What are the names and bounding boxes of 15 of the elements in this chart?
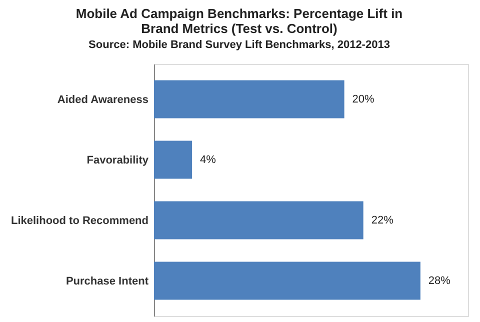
text: Brand Metrics (Test vs. Control)	[141, 21, 338, 36]
data-label: 20%	[352, 93, 375, 106]
y-tick-label: Purchase Intent	[66, 275, 149, 288]
bar	[154, 80, 344, 118]
data-label: 28%	[428, 274, 451, 287]
y-tick-label: Favorability	[86, 154, 150, 166]
bar	[154, 262, 420, 300]
y-tick-label: Likelihood to Recommend	[10, 214, 148, 227]
bar	[154, 201, 364, 240]
bar	[154, 140, 192, 179]
y-tick-label: Aided Awareness	[57, 94, 148, 106]
data-label: 22%	[371, 214, 394, 226]
data-label: 4%	[200, 154, 216, 166]
text: Mobile Ad Campaign Benchmarks: Percentage Lift in	[76, 6, 403, 21]
chart-subtitle: Source: Mobile Brand Survey Lift Benchmarks, 2012-2013	[88, 39, 390, 51]
